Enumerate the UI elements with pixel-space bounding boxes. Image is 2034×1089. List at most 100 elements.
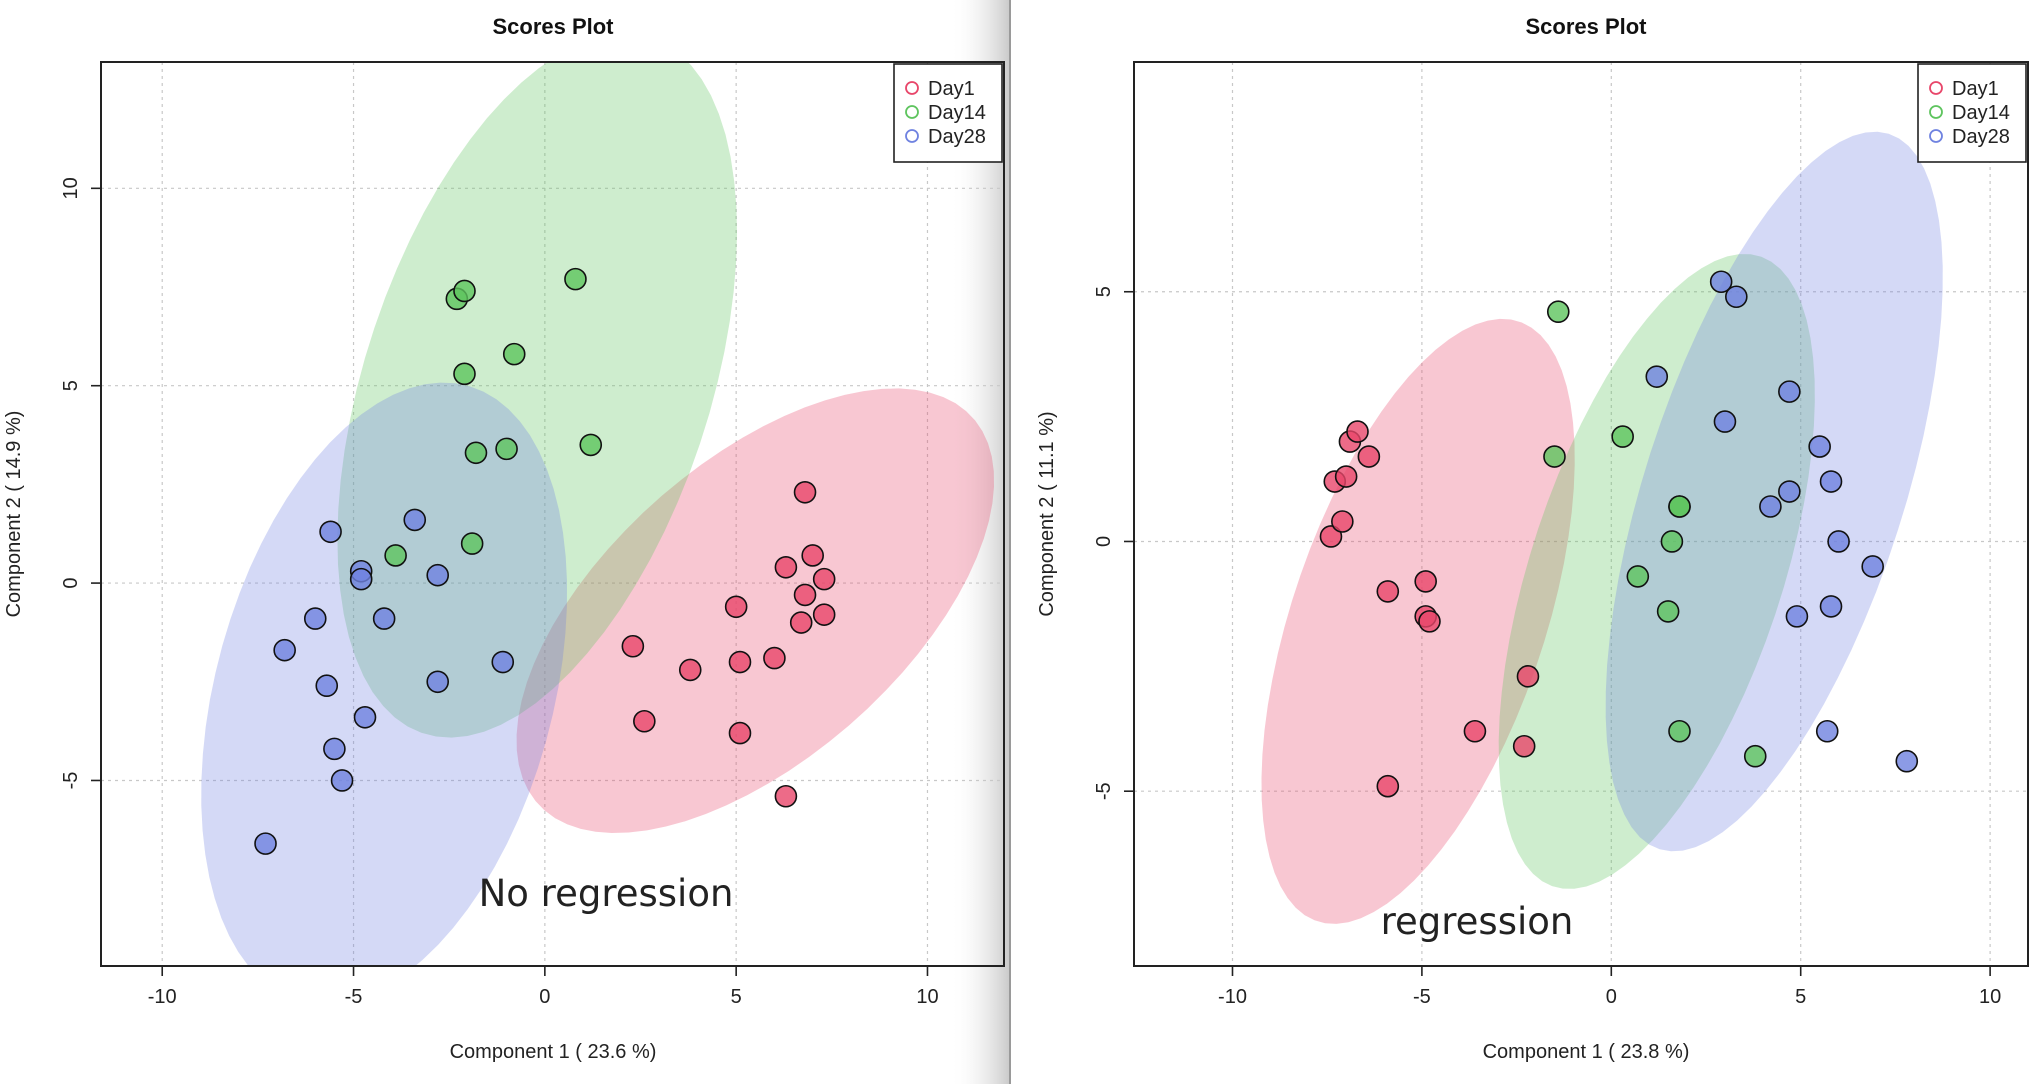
point-day14 — [384, 544, 407, 567]
legend-marker-day1 — [905, 81, 919, 95]
point-day1 — [763, 646, 786, 670]
point-day1 — [1334, 465, 1358, 488]
y-tick-label: -5 — [60, 772, 82, 790]
y-axis-label: Component 2 ( 14.9 %) — [3, 411, 25, 618]
point-day14 — [453, 362, 476, 386]
point-day1 — [1376, 580, 1400, 603]
point-day14 — [1546, 300, 1570, 324]
scores-plot-panel-1: -10 -5 0 5 10 -5 0 5 10 Scores Plot Component 1 ( … — [3, 14, 1005, 1063]
y-tick-label: 10 — [60, 177, 82, 199]
point-day28 — [1709, 270, 1733, 294]
score-points — [254, 267, 836, 855]
point-day1 — [793, 480, 817, 504]
legend-label-day14: Day14 — [928, 102, 986, 124]
point-day1 — [1331, 510, 1354, 533]
y-tick-label: 0 — [60, 578, 82, 589]
legend-box — [1917, 63, 2027, 163]
legend-label-day28: Day28 — [1952, 126, 2010, 148]
point-day14 — [1660, 530, 1684, 553]
point-day28 — [303, 607, 327, 630]
point-day1 — [774, 555, 798, 579]
x-tick-label: -10 — [148, 986, 177, 1008]
point-day28 — [353, 706, 377, 729]
x-tick-label: -5 — [1413, 986, 1431, 1008]
x-tick-label: -10 — [1218, 986, 1247, 1008]
point-day28 — [1778, 380, 1801, 403]
point-day1 — [812, 603, 836, 626]
point-day1 — [1463, 719, 1487, 743]
plot-frame — [100, 61, 1005, 967]
point-day1 — [1512, 734, 1536, 758]
confidence-ellipses — [1261, 131, 1943, 924]
point-day1 — [801, 544, 824, 567]
legend-marker-day14 — [1929, 105, 1943, 119]
point-day1 — [812, 567, 836, 591]
point-day1 — [1357, 445, 1381, 468]
point-day1 — [789, 611, 813, 634]
point-day14 — [495, 437, 518, 461]
point-day14 — [1668, 495, 1691, 518]
point-day1 — [728, 721, 752, 745]
point-day28 — [1808, 435, 1831, 458]
point-day28 — [426, 670, 450, 694]
legend-label-day1: Day1 — [928, 78, 975, 100]
legend-label-day14: Day14 — [1952, 102, 2010, 124]
point-day1 — [724, 595, 748, 619]
panel-separator-shadow — [950, 0, 1010, 1084]
x-tick-label: -5 — [345, 986, 363, 1008]
ellipse-day28 — [1605, 131, 1943, 852]
point-day14 — [564, 267, 587, 291]
legend-marker-day14 — [905, 105, 919, 119]
ellipse-day14 — [1498, 254, 1815, 889]
point-day1 — [1346, 420, 1369, 443]
point-day28 — [1895, 749, 1919, 773]
point-day1 — [621, 634, 645, 658]
point-day28 — [426, 563, 450, 587]
point-day1 — [728, 650, 752, 674]
legend-marker-day28 — [905, 129, 919, 143]
y-tick-label: 5 — [60, 380, 82, 391]
plot-title: Scores Plot — [492, 14, 614, 39]
point-day28 — [1819, 470, 1843, 493]
scores-plot-panel-2: -10 -5 0 5 10 -5 0 5 Scores Plot Component 1 ( 23… — [1036, 14, 2029, 1063]
point-day1 — [1418, 610, 1441, 633]
x-tick-label: 0 — [1606, 986, 1617, 1008]
point-day28 — [319, 520, 342, 544]
x-tick-label: 10 — [1979, 986, 2001, 1008]
point-day14 — [460, 532, 484, 555]
x-axis-label: Component 1 ( 23.8 %) — [1483, 1041, 1690, 1063]
point-day28 — [1861, 555, 1884, 578]
point-day28 — [491, 650, 515, 674]
panel-annotation: regression — [1381, 900, 1574, 943]
point-day28 — [1785, 605, 1809, 628]
point-day14 — [1626, 565, 1650, 588]
point-day28 — [1713, 410, 1737, 433]
point-day14 — [464, 441, 488, 465]
point-day1 — [774, 784, 798, 808]
point-day1 — [1414, 570, 1437, 593]
point-day14 — [1611, 425, 1634, 448]
x-tick-label: 10 — [916, 986, 938, 1008]
legend-label-day1: Day1 — [1952, 78, 1999, 100]
y-tick-label: -5 — [1093, 782, 1115, 800]
point-day28 — [273, 638, 296, 662]
legend-label-day28: Day28 — [928, 126, 986, 148]
point-day1 — [1516, 665, 1540, 688]
point-day1 — [633, 709, 656, 733]
y-axis-label: Component 2 ( 11.1 %) — [1036, 411, 1058, 616]
point-day28 — [1778, 480, 1801, 503]
point-day28 — [1725, 285, 1748, 309]
confidence-ellipses — [201, 62, 994, 966]
ellipse-day28 — [201, 382, 567, 966]
point-day28 — [372, 607, 396, 630]
point-day28 — [1645, 365, 1669, 388]
point-day14 — [579, 433, 603, 457]
point-day1 — [678, 658, 702, 682]
y-tick-label: 5 — [1093, 286, 1115, 297]
point-day14 — [502, 342, 526, 366]
legend-marker-day1 — [1929, 81, 1943, 95]
